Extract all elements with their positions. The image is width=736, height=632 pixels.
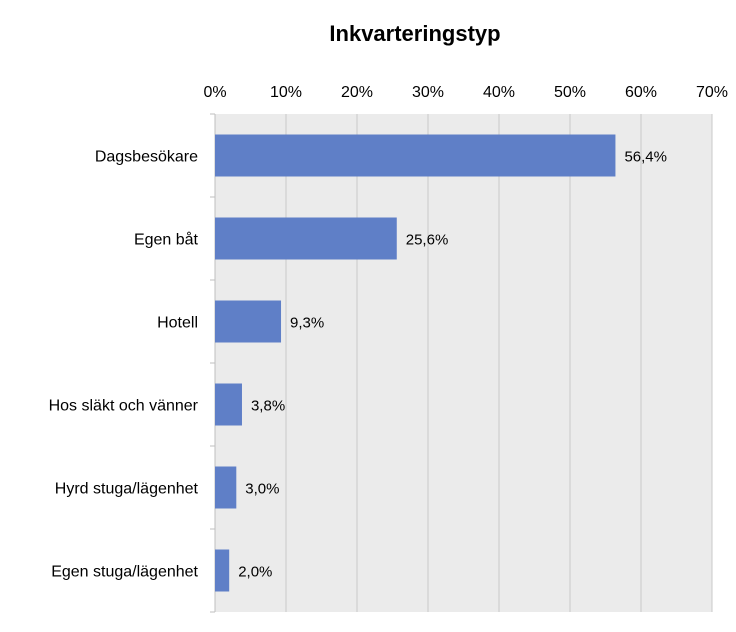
x-axis-tick-labels: 0% 10% 20% 30% 40% 50% 60% 70%	[203, 84, 728, 101]
bar	[215, 300, 282, 343]
x-tick-label: 60%	[625, 84, 657, 101]
bar	[215, 549, 230, 592]
category-label: Dagsbesökare	[95, 149, 198, 166]
x-tick-label: 40%	[483, 84, 515, 101]
plot-area	[215, 114, 712, 612]
category-label: Egen stuga/lägenhet	[51, 564, 198, 581]
x-tick-label: 70%	[696, 84, 728, 101]
y-axis-ticks	[210, 113, 215, 613]
gridlines	[285, 114, 713, 612]
data-label: 3,0%	[245, 481, 279, 498]
chart-title: Inkvarteringstyp	[329, 21, 500, 46]
x-tick-label: 10%	[270, 84, 302, 101]
data-label: 25,6%	[406, 232, 449, 249]
bar	[215, 466, 237, 509]
data-label: 3,8%	[251, 398, 285, 415]
category-label: Hotell	[157, 315, 198, 332]
bar	[215, 383, 242, 426]
x-tick-label: 20%	[341, 84, 373, 101]
category-label: Egen båt	[134, 231, 199, 249]
bars	[215, 134, 616, 592]
x-tick-label: 0%	[203, 84, 226, 101]
category-labels: Dagsbesökare Egen båt Hotell Hos släkt och …	[49, 149, 199, 581]
data-label: 2,0%	[238, 564, 272, 581]
bar	[215, 134, 616, 177]
x-tick-label: 30%	[412, 84, 444, 101]
data-label: 9,3%	[290, 315, 324, 332]
bar	[215, 217, 397, 260]
value-labels: 56,4% 25,6% 9,3% 3,8% 3,0% 2,0%	[238, 149, 667, 581]
x-tick-label: 50%	[554, 84, 586, 101]
category-label: Hyrd stuga/lägenhet	[55, 481, 199, 498]
category-label: Hos släkt och vänner	[49, 398, 199, 415]
data-label: 56,4%	[624, 149, 667, 166]
